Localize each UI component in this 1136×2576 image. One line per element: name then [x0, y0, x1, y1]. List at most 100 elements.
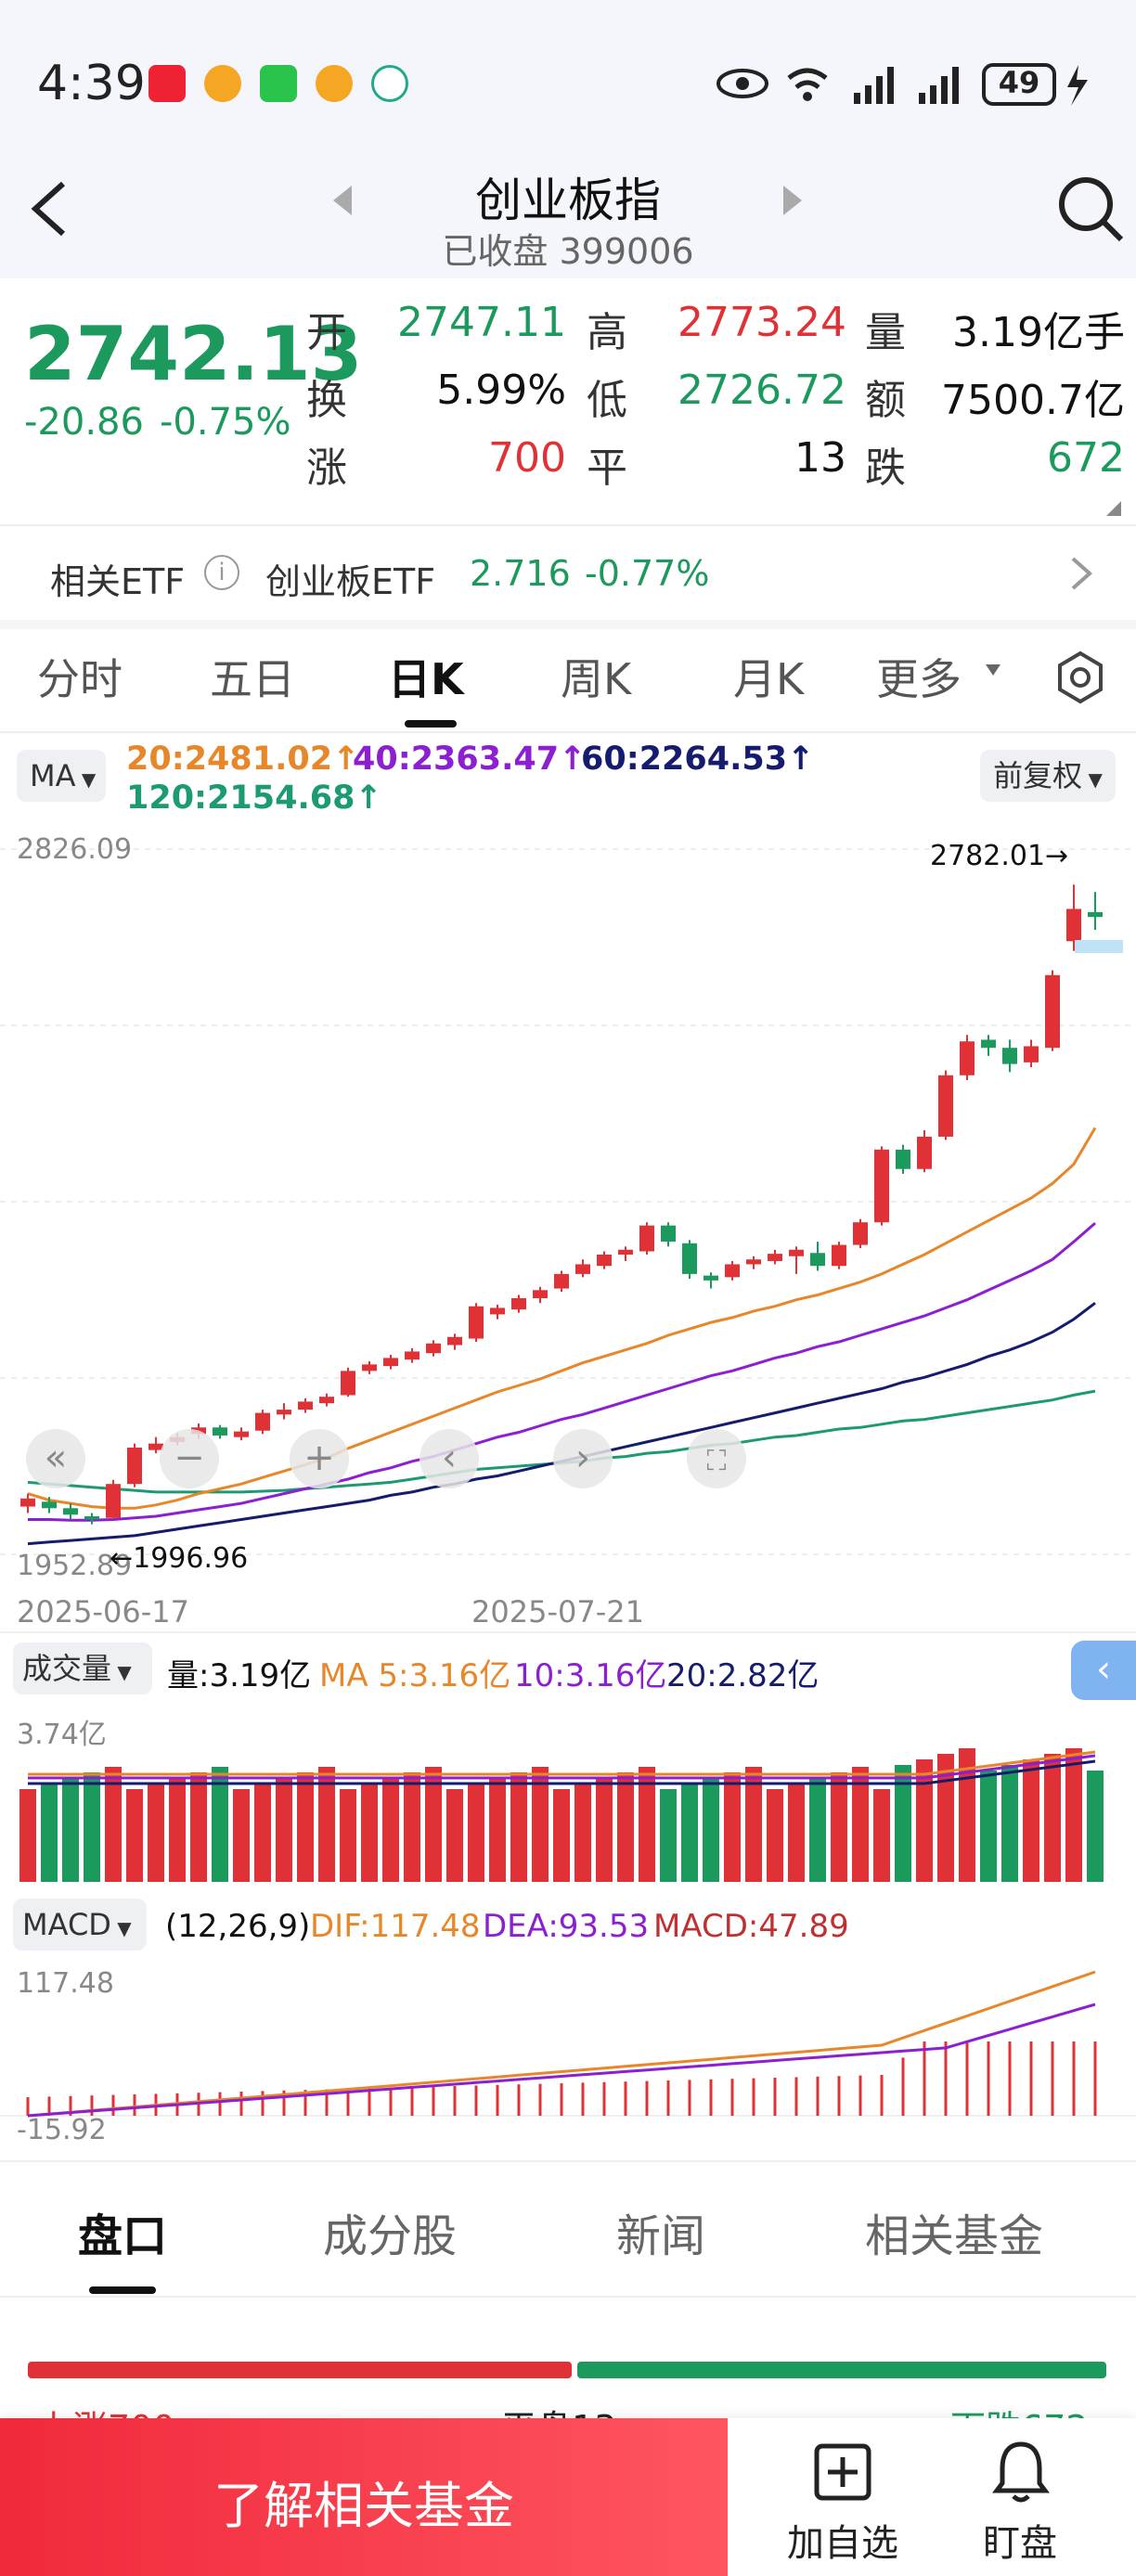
volume-ma20: 20:2.82亿: [666, 1657, 820, 1694]
volume-bar: [660, 1789, 677, 1882]
bell-icon: [992, 2441, 1050, 2503]
candle: [832, 1242, 846, 1269]
tab-more[interactable]: 更多: [876, 654, 962, 704]
candle-body: [319, 1397, 334, 1404]
volume-bar: [276, 1778, 292, 1882]
candle-body: [362, 1364, 377, 1372]
candle: [746, 1256, 761, 1269]
stat-value: 2747.11: [397, 299, 566, 346]
volume-max-label: 3.74亿: [17, 1719, 107, 1751]
candle: [682, 1240, 697, 1280]
macd-chart[interactable]: [0, 1958, 1136, 2153]
candle-body: [490, 1307, 505, 1315]
breadth-down-bar: [577, 2362, 1106, 2378]
stat-label: 高: [587, 309, 627, 356]
fullscreen-button[interactable]: ⛶: [687, 1429, 746, 1488]
tab-news[interactable]: 新闻: [616, 2210, 706, 2262]
zoom-in-button[interactable]: +: [290, 1429, 349, 1488]
volume-bar: [41, 1784, 58, 1882]
candle: [148, 1436, 163, 1454]
candle: [789, 1246, 804, 1274]
tab-daily-k[interactable]: 日K: [388, 654, 464, 704]
macd-min-label: -15.92: [17, 2114, 107, 2146]
candle: [426, 1340, 441, 1357]
plus-icon: +: [303, 1436, 335, 1479]
etf-pct: -0.77%: [585, 553, 710, 594]
volume-bar: [1023, 1759, 1039, 1882]
volume-bar: [404, 1772, 420, 1882]
volume-ma5-line: [28, 1750, 1096, 1776]
battery-icon: [982, 63, 1056, 106]
zoom-out-button[interactable]: −: [160, 1429, 219, 1488]
tab-related-funds[interactable]: 相关基金: [865, 2210, 1044, 2262]
watch-button[interactable]: 盯盘: [932, 2428, 1090, 2567]
volume-bar: [809, 1778, 826, 1882]
chart-min-label: 1952.89: [17, 1550, 133, 1582]
date-start: 2025-06-17: [17, 1594, 189, 1629]
search-button[interactable]: [1054, 173, 1129, 247]
adjust-selector[interactable]: 前复权 ▼: [980, 750, 1116, 802]
volume-chart[interactable]: [0, 1707, 1136, 1884]
active-tab-indicator: [405, 720, 457, 728]
volume-bar: [190, 1772, 207, 1882]
info-icon[interactable]: i: [204, 555, 239, 590]
candle: [1088, 892, 1103, 931]
volume-bar: [62, 1778, 79, 1882]
next-index-button[interactable]: [778, 182, 806, 219]
back-button[interactable]: [22, 176, 78, 241]
notification-icons: [148, 65, 408, 102]
volume-value: 量:3.19亿: [167, 1657, 312, 1694]
candle: [639, 1222, 654, 1255]
scroll-left-button[interactable]: ‹: [420, 1429, 479, 1488]
candle-body: [341, 1371, 355, 1396]
weibo-icon: [204, 65, 241, 102]
etf-name: 创业板ETF: [265, 561, 436, 602]
volume-bar: [895, 1765, 911, 1882]
candle: [469, 1303, 484, 1342]
tab-quote[interactable]: 盘口: [78, 2210, 168, 2262]
indicator-selector-volume[interactable]: 成交量 ▼: [13, 1642, 152, 1694]
wechat-icon: [260, 65, 297, 102]
divider: [0, 2160, 1136, 2162]
tab-intraday[interactable]: 分时: [37, 654, 123, 704]
candle-body: [148, 1443, 163, 1450]
candle: [938, 1070, 953, 1140]
double-chevron-left-icon: «: [44, 1436, 68, 1479]
candle-body: [511, 1297, 526, 1310]
learn-funds-button[interactable]: 了解相关基金: [0, 2418, 728, 2576]
tab-monthly-k[interactable]: 月K: [733, 654, 805, 704]
candlestick-chart[interactable]: [0, 831, 1136, 1591]
chevron-left-icon: ‹: [1096, 1648, 1111, 1691]
chevron-left-icon: ‹: [442, 1436, 457, 1479]
add-watchlist-button[interactable]: 加自选: [761, 2428, 919, 2567]
scroll-left-fast-button[interactable]: «: [26, 1429, 85, 1488]
candle: [447, 1333, 462, 1350]
candle: [960, 1035, 975, 1081]
volume-bar: [361, 1784, 378, 1882]
candle-body: [405, 1351, 420, 1360]
volume-bar: [19, 1789, 36, 1882]
current-price-band: [1075, 940, 1123, 953]
expand-corner-icon[interactable]: [1104, 499, 1123, 518]
stat-value: 700: [488, 434, 566, 482]
page-title: 创业板指: [475, 174, 661, 227]
candle-body: [127, 1448, 142, 1485]
side-panel-toggle[interactable]: ‹: [1071, 1641, 1136, 1700]
volume-bar: [1087, 1771, 1104, 1882]
volume-bar: [916, 1759, 933, 1882]
indicator-selector-macd[interactable]: MACD ▼: [13, 1899, 147, 1951]
prev-index-button[interactable]: [329, 182, 357, 219]
scroll-right-button[interactable]: ›: [553, 1429, 613, 1488]
tab-constituents[interactable]: 成分股: [323, 2210, 458, 2262]
candle-body: [917, 1136, 932, 1169]
tab-five-day[interactable]: 五日: [210, 654, 295, 704]
wifi-icon: [787, 68, 828, 81]
candle: [511, 1294, 526, 1313]
adjust-label: 前复权: [993, 758, 1083, 793]
candle: [42, 1497, 57, 1513]
tab-weekly-k[interactable]: 周K: [561, 654, 632, 704]
volume-bar: [681, 1784, 698, 1882]
candle-body: [597, 1255, 612, 1267]
chart-settings-button[interactable]: [1052, 650, 1108, 705]
ma-selector[interactable]: MA ▼: [17, 750, 106, 802]
